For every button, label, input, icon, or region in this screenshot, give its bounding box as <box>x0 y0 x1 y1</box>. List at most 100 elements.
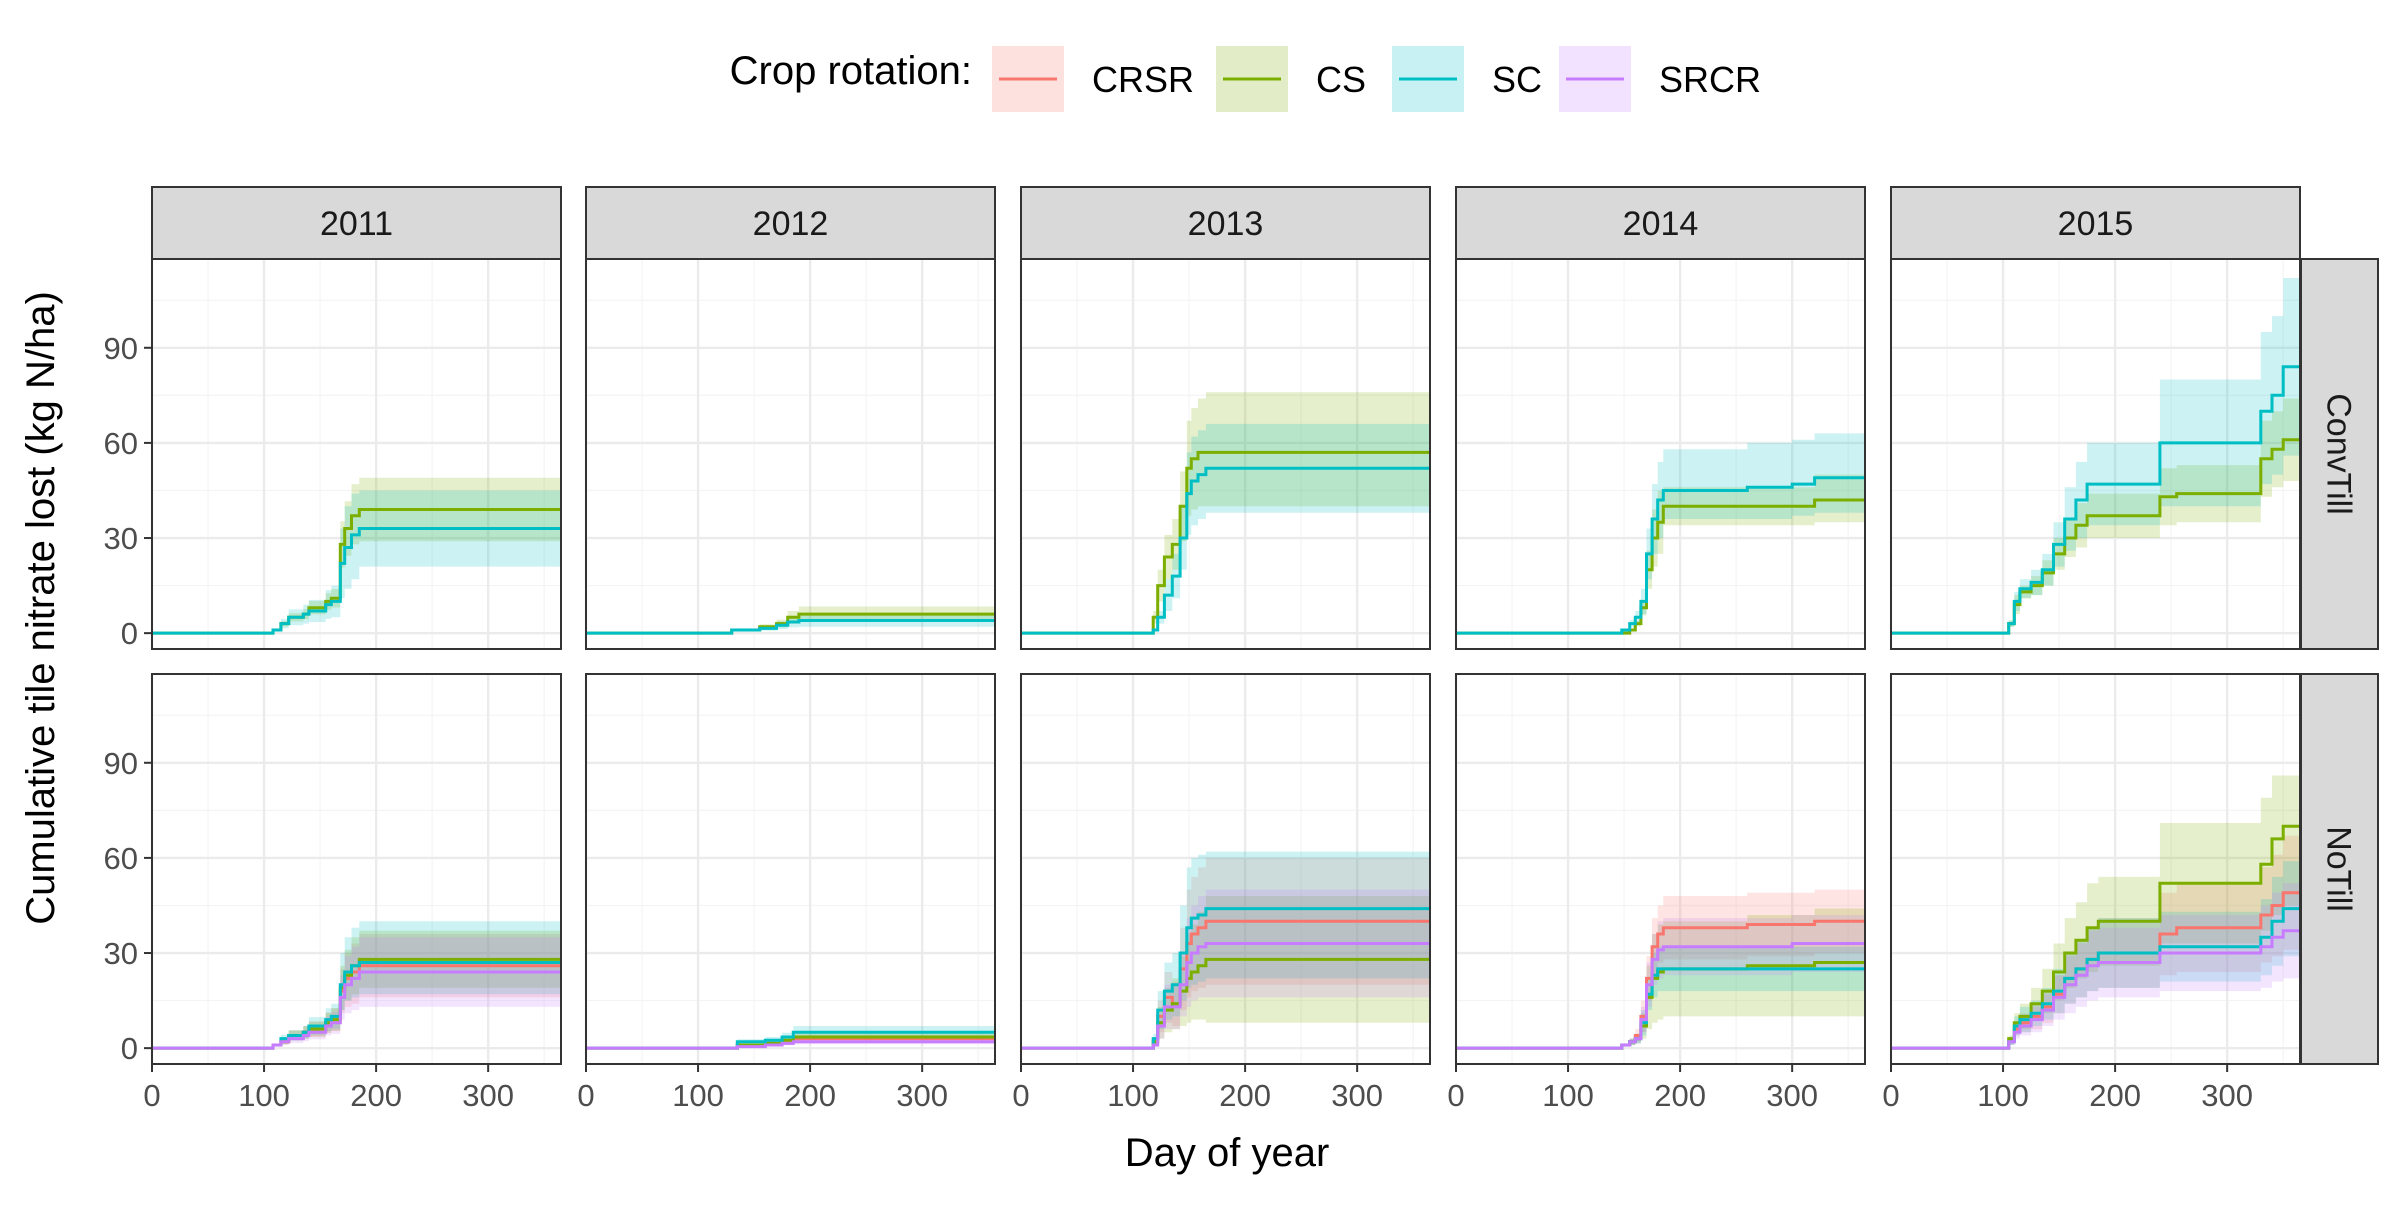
ribbon-cs <box>1891 775 2300 1049</box>
ribbon-sc <box>152 921 561 1049</box>
x-tick-label: 300 <box>1766 1078 1818 1113</box>
panel-border <box>585 258 996 650</box>
y-tick-label: 0 <box>121 616 138 651</box>
panel-data <box>1021 392 1430 635</box>
panel-data <box>586 606 995 635</box>
x-tick-label: 100 <box>672 1078 724 1113</box>
panel-notill-2013: 0 100 200 300 <box>1012 673 1431 1113</box>
legend-title: Crop rotation: <box>730 49 972 93</box>
panel-border <box>1455 673 1866 1065</box>
ribbon-sc <box>1891 278 2300 634</box>
y-tick-label: 0 <box>121 1031 138 1066</box>
panel-background <box>152 674 561 1064</box>
ribbon-sc <box>1021 851 1430 1049</box>
facet-strip-2014: 2014 <box>1455 186 1866 260</box>
series-line-srcr <box>1891 929 2300 1050</box>
panel-grid <box>1454 259 1865 649</box>
panel-border <box>1020 258 1431 650</box>
panel-grid <box>150 259 561 649</box>
x-tick-label: 300 <box>462 1078 514 1113</box>
series-line-srcr <box>152 970 561 1050</box>
legend-item-cs: CS <box>1216 46 1366 112</box>
series-line-srcr <box>1456 942 1865 1050</box>
series-line-cs <box>1891 824 2300 1050</box>
x-axis-label: Day of year <box>1125 1131 1330 1175</box>
series-line-srcr <box>1021 942 1430 1050</box>
panel-background <box>586 674 995 1064</box>
strip-background <box>1890 186 2301 260</box>
panel-convtill-2011: 0 30 60 90 <box>104 258 562 651</box>
facet-strip-notill: NoTill <box>2300 673 2379 1065</box>
y-axis-label: Cumulative tile nitrate lost (kg N/ha) <box>19 291 63 925</box>
facet-strip-2015: 2015 <box>1890 186 2301 260</box>
strip-label-2015: 2015 <box>2058 205 2134 243</box>
y-tick-label: 30 <box>104 936 138 971</box>
panel-convtill-2014 <box>1454 258 1866 650</box>
x-tick-label: 200 <box>1654 1078 1706 1113</box>
legend-label-cs: CS <box>1316 59 1366 100</box>
panel-convtill-2012 <box>584 258 996 650</box>
ribbon-srcr <box>1456 915 1865 1049</box>
legend: Crop rotation: CRSR CS SC SRCR <box>730 46 1761 112</box>
panel-data <box>152 477 561 635</box>
x-tick-label: 100 <box>1107 1078 1159 1113</box>
legend-item-crsr: CRSR <box>992 46 1194 112</box>
legend-label-sc: SC <box>1492 59 1542 100</box>
x-tick-label: 0 <box>1012 1078 1029 1113</box>
series-line-sc <box>1891 365 2300 635</box>
x-tick-label: 0 <box>1447 1078 1464 1113</box>
ribbon-sc <box>1456 946 1865 1049</box>
strip-label-2013: 2013 <box>1188 205 1264 243</box>
ribbon-crsr <box>1456 889 1865 1049</box>
series-line-cs <box>1891 438 2300 635</box>
x-tick-label: 300 <box>896 1078 948 1113</box>
panel-data <box>1891 278 2300 635</box>
panel-data <box>152 921 561 1050</box>
x-tick-label: 0 <box>143 1078 160 1113</box>
y-tick-label: 60 <box>104 841 138 876</box>
x-tick-label: 200 <box>2089 1078 2141 1113</box>
x-tick-label: 0 <box>1882 1078 1899 1113</box>
panel-data <box>1456 889 1865 1050</box>
ribbon-cs <box>152 477 561 634</box>
panel-border <box>585 673 996 1065</box>
x-axis: 0 100 200 300 <box>577 1064 948 1113</box>
ribbon-cs <box>1456 908 1865 1049</box>
panel-background <box>1891 259 2300 649</box>
series-line-sc <box>586 619 995 635</box>
x-axis: 0 100 200 300 <box>1882 1064 2253 1113</box>
y-axis: 0 30 60 90 <box>104 746 152 1066</box>
ribbon-sc <box>152 490 561 634</box>
panel-data <box>1456 433 1865 635</box>
x-tick-label: 200 <box>1219 1078 1271 1113</box>
panel-data <box>586 1026 995 1050</box>
x-tick-label: 200 <box>784 1078 836 1113</box>
panel-background <box>1456 674 1865 1064</box>
ribbon-cs <box>1456 474 1865 634</box>
panel-background <box>152 259 561 649</box>
series-line-sc <box>1456 476 1865 635</box>
panel-border <box>1020 673 1431 1065</box>
panel-border <box>1455 258 1866 650</box>
facet-strip-convtill: ConvTill <box>2300 258 2379 650</box>
legend-item-sc: SC <box>1392 46 1542 112</box>
facet-strip-2011: 2011 <box>151 186 562 260</box>
panel-background <box>1891 674 2300 1064</box>
x-tick-label: 100 <box>1977 1078 2029 1113</box>
facet-strip-2012: 2012 <box>585 186 996 260</box>
ribbon-srcr <box>1021 889 1430 1049</box>
x-tick-label: 100 <box>1542 1078 1594 1113</box>
x-axis: 0 100 200 300 <box>1447 1064 1818 1113</box>
series-line-srcr <box>586 1040 995 1050</box>
x-tick-label: 100 <box>238 1078 290 1113</box>
x-tick-label: 200 <box>350 1078 402 1113</box>
panel-convtill-2015 <box>1889 258 2301 650</box>
panel-notill-2015: 0 100 200 300 <box>1882 673 2301 1113</box>
legend-item-srcr: SRCR <box>1559 46 1761 112</box>
x-tick-label: 300 <box>2201 1078 2253 1113</box>
panel-border <box>1890 673 2301 1065</box>
strip-label-convtill: ConvTill <box>2320 393 2358 515</box>
strip-background <box>2300 673 2379 1065</box>
